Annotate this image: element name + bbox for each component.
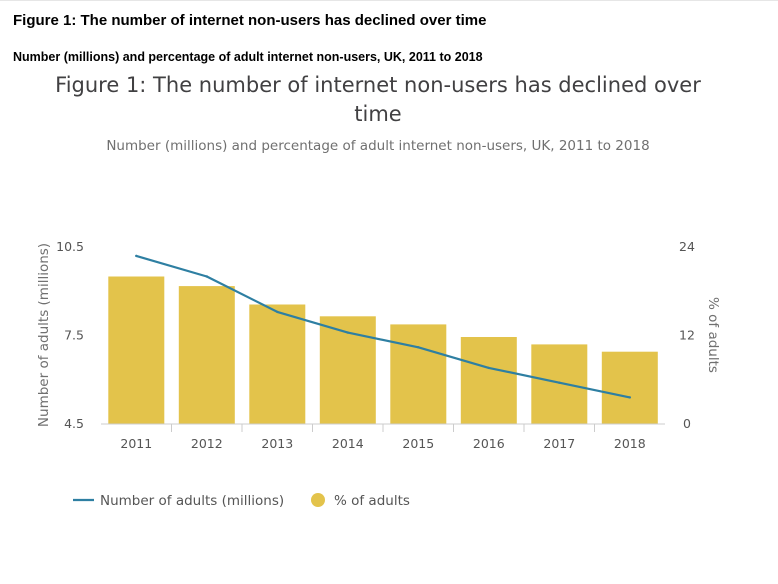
chart-title-line-1: Figure 1: The number of internet non-use… — [55, 73, 701, 97]
legend-bar-swatch — [311, 493, 325, 507]
bar-2016 — [460, 337, 517, 424]
x-tick-label: 2015 — [402, 436, 434, 451]
bar-2011 — [108, 276, 165, 424]
chart-subtitle: Number (millions) and percentage of adul… — [106, 138, 649, 154]
bar-series-group — [108, 276, 658, 424]
x-tick-label: 2018 — [614, 436, 646, 451]
legend: Number of adults (millions) % of adults — [73, 493, 410, 509]
top-divider — [0, 0, 778, 1]
x-axis-ticks: 2011 2012 2013 2014 2015 2016 2017 2018 — [120, 424, 646, 451]
figure-heading: Figure 1: The number of internet non-use… — [13, 12, 487, 29]
bar-2012 — [178, 286, 235, 424]
line-point-2013 — [276, 310, 279, 314]
right-axis-tick-label: 0 — [683, 416, 691, 431]
left-axis-tick-label: 4.5 — [64, 416, 84, 431]
right-axis-ticks: 0 12 24 — [679, 239, 695, 431]
line-series-path — [135, 254, 631, 399]
x-tick-label: 2016 — [473, 436, 505, 451]
right-axis-title: % of adults — [705, 297, 721, 373]
chart-title-line-2: time — [354, 102, 401, 126]
x-tick-label: 2017 — [543, 436, 575, 451]
x-tick-label: 2014 — [332, 436, 364, 451]
right-axis-tick-label: 12 — [679, 328, 695, 343]
bar-2014 — [319, 316, 376, 424]
left-axis-title: Number of adults (millions) — [36, 243, 52, 427]
line-point-2015 — [417, 346, 420, 349]
left-axis-ticks: 4.5 7.5 10.5 — [56, 239, 84, 431]
figure-subheading: Number (millions) and percentage of adul… — [13, 50, 483, 64]
line-series-group — [135, 254, 631, 399]
x-tick-label: 2012 — [191, 436, 223, 451]
line-point-2014 — [346, 331, 349, 334]
right-axis-tick-label: 24 — [679, 239, 695, 254]
line-point-2018 — [628, 396, 631, 399]
bar-2015 — [390, 324, 447, 424]
x-tick-label: 2011 — [120, 436, 152, 451]
line-point-2012 — [205, 275, 208, 278]
bar-2018 — [601, 351, 658, 424]
legend-label-bar: % of adults — [334, 493, 410, 509]
bar-2017 — [531, 344, 588, 424]
left-axis-tick-label: 7.5 — [64, 328, 84, 343]
bar-2013 — [249, 304, 306, 424]
legend-label-line: Number of adults (millions) — [100, 493, 284, 509]
x-tick-label: 2013 — [261, 436, 293, 451]
left-axis-tick-label: 10.5 — [56, 239, 84, 254]
line-point-2016 — [487, 366, 490, 370]
line-point-2017 — [558, 381, 561, 384]
line-point-2011 — [135, 254, 138, 258]
